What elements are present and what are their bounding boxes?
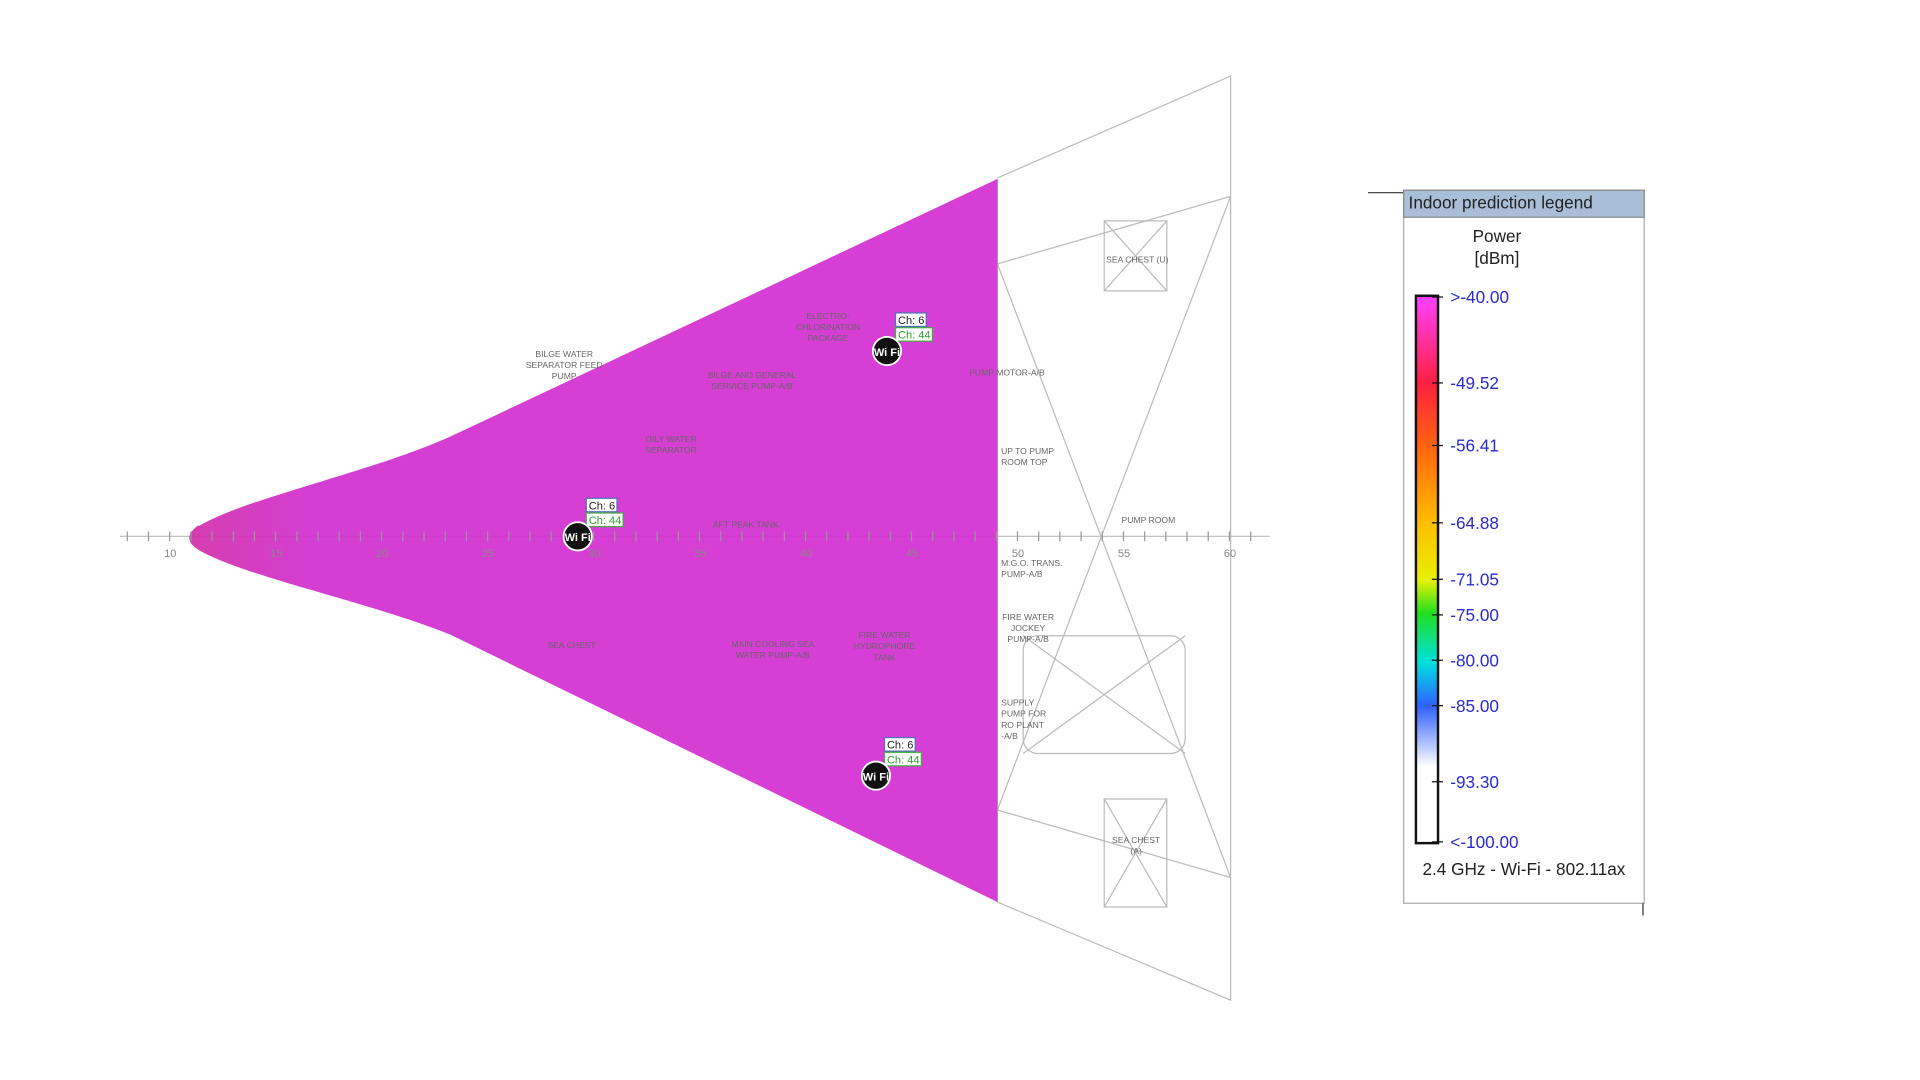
plan-label: AFT PEAK TANK	[713, 520, 779, 530]
channel-box	[585, 497, 618, 513]
channel-5: Ch: 44	[887, 754, 920, 766]
legend-unit: [dBm]	[1475, 248, 1520, 268]
plan-label: SEPARATOR	[645, 445, 696, 455]
channel-box	[894, 327, 933, 342]
plan-label: JOCKEY	[1011, 623, 1046, 633]
legend-band: 2.4 GHz - Wi-Fi - 802.11ax	[1422, 859, 1625, 879]
plan-label: SUPPLY	[1001, 698, 1034, 708]
wifi-icon	[562, 521, 593, 552]
axis-label: 35	[694, 548, 706, 560]
plan-label: SEA CHEST	[547, 640, 596, 650]
plan-label: PUMP-A/B	[1001, 569, 1043, 579]
plan-label: CHLORINATION	[796, 322, 860, 332]
plan-outline	[996, 75, 1232, 1002]
legend-tick-label: -49.52	[1450, 373, 1499, 393]
color-bar	[1414, 294, 1440, 845]
axis-label: 30	[588, 548, 600, 560]
legend-quantity: Power	[1473, 226, 1522, 246]
wifi-icon-text: Wi Fi	[874, 347, 900, 359]
access-point: Ch: 6 Ch: 44 Wi Fi	[860, 736, 922, 791]
wifi-icon-text: Wi Fi	[565, 532, 591, 544]
channel-box	[883, 736, 916, 752]
axis-label: 10	[164, 548, 176, 560]
legend-tick-label: -75.00	[1450, 605, 1499, 625]
access-point: Ch: 6 Ch: 44 Wi Fi	[562, 497, 624, 552]
axis-label: 45	[906, 548, 918, 560]
plan-label: -A/B	[1001, 731, 1018, 741]
legend: Indoor prediction legend Power [dBm] 2.4…	[1368, 189, 1645, 916]
plan-label: MAIN COOLING SEA	[731, 639, 814, 649]
channel-24: Ch: 6	[589, 500, 615, 512]
legend-title: Indoor prediction legend	[1409, 193, 1593, 213]
plan-label: (A)	[1130, 846, 1142, 856]
legend-tick-label: -93.30	[1450, 772, 1499, 792]
plan-label: PUMP FOR	[1001, 709, 1046, 719]
plan-label: UP TO PUMP	[1001, 446, 1054, 456]
axis-label: 40	[800, 548, 812, 560]
axis-label: 55	[1118, 548, 1130, 560]
legend-tick-label: <-100.00	[1450, 832, 1518, 852]
plan-label: FIRE WATER	[1002, 612, 1054, 622]
axis-label: 50	[1012, 548, 1024, 560]
legend-tick-label: -64.88	[1450, 513, 1499, 533]
plan-label: PUMP-A/B	[1007, 634, 1049, 644]
tank-outline	[1022, 635, 1186, 755]
plan-label: FIRE WATER	[859, 630, 911, 640]
channel-5: Ch: 44	[898, 330, 931, 342]
wifi-icon	[871, 335, 903, 367]
sea-chest-outline	[1103, 220, 1168, 908]
plan-label: PACKAGE	[808, 333, 849, 343]
channel-24: Ch: 6	[887, 740, 913, 752]
plan-label: PUMP ROOM	[1122, 515, 1176, 525]
axis-label: 25	[482, 548, 494, 560]
legend-header	[1403, 189, 1645, 218]
access-point: Ch: 6 Ch: 44 Wi Fi	[871, 312, 933, 367]
plan-label: TANK	[873, 652, 896, 662]
legend-tick-label: -71.05	[1450, 569, 1499, 589]
channel-box	[883, 751, 922, 767]
hull-edge	[198, 177, 998, 527]
plan-label: BILGE WATER	[535, 349, 593, 359]
plan-label: ELECTRO-	[806, 311, 850, 321]
plan-label: WATER PUMP-A/B	[736, 650, 810, 660]
plan-label: BILGE AND GENERAL	[708, 370, 797, 380]
plan-label: M.G.O. TRANS.	[1001, 558, 1062, 568]
plan-label: SERVICE PUMP-A/B	[711, 381, 793, 391]
floor-plan	[119, 75, 1270, 1002]
legend-tick-label: -80.00	[1450, 650, 1499, 670]
axis-label: 15	[270, 548, 282, 560]
plan-label: PUMP MOTOR-A/B	[969, 368, 1045, 378]
plan-label: SEA CHEST (U)	[1106, 255, 1168, 265]
plan-label: SEPARATOR FEED	[526, 360, 603, 370]
plan-label: ROOM TOP	[1001, 457, 1048, 467]
channel-box	[585, 512, 624, 528]
channel-24: Ch: 6	[898, 315, 924, 327]
plan-label: RO PLANT	[1001, 720, 1045, 730]
axis-label: 60	[1224, 548, 1236, 560]
legend-tick-label: -56.41	[1450, 436, 1499, 456]
plan-label: SEA CHEST	[1112, 835, 1161, 845]
plan-label: OILY WATER	[645, 434, 696, 444]
tank-cross	[1022, 635, 1186, 755]
axis-label: 20	[376, 548, 388, 560]
plan-label: HYDROPHORE	[854, 641, 916, 651]
legend-tick-label: >-40.00	[1450, 287, 1509, 307]
legend-tick-label: -85.00	[1450, 696, 1499, 716]
wifi-icon-text: Wi Fi	[863, 772, 889, 784]
wifi-icon	[860, 760, 891, 791]
channel-box	[894, 312, 927, 328]
channel-5: Ch: 44	[589, 515, 622, 527]
plan-label: PUMP	[552, 371, 577, 381]
